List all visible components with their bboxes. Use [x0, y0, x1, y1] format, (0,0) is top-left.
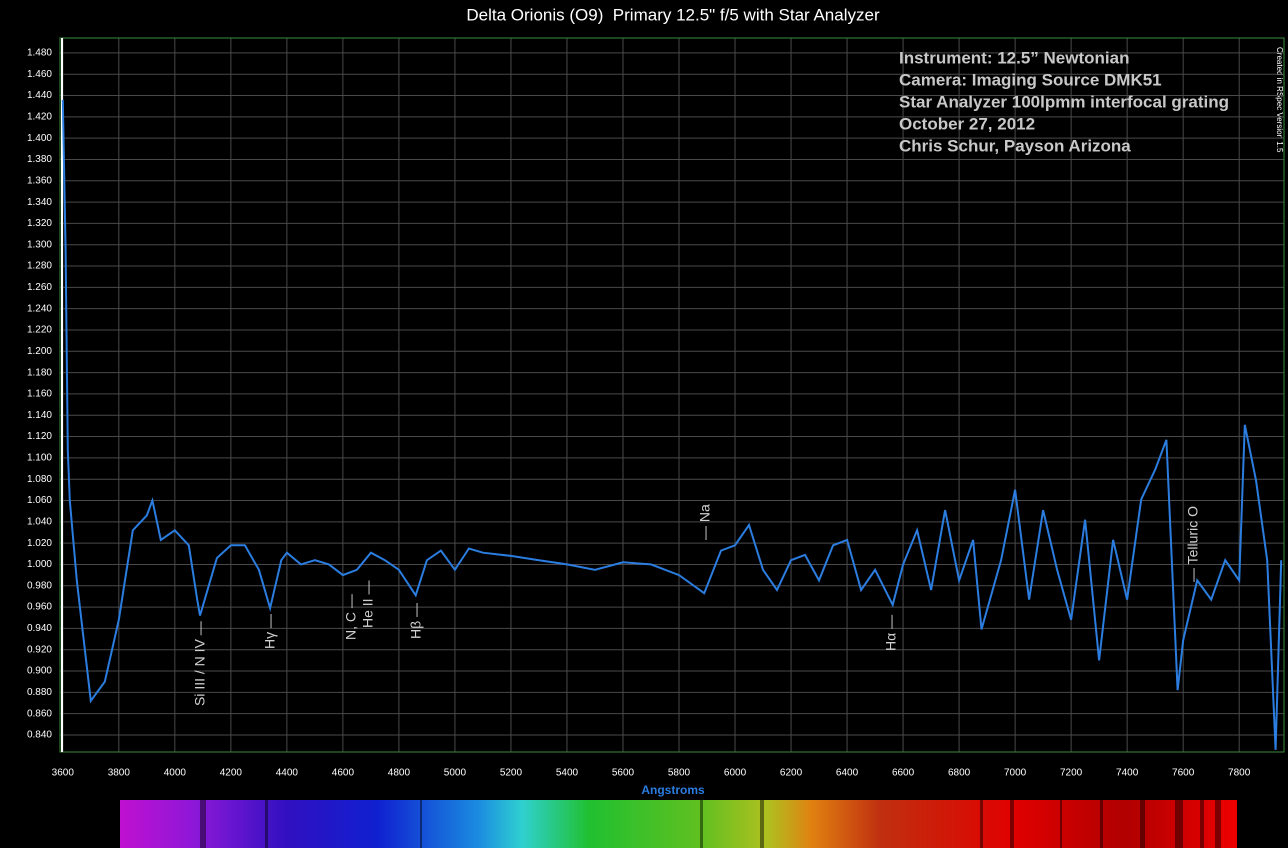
spectrum-line [1100, 800, 1103, 848]
line-label: Hβ — [408, 603, 424, 639]
info-text: Star Analyzer 100lpmm interfocal grating [899, 92, 1229, 111]
y-tick-label: 1.440 [27, 90, 52, 101]
y-tick-label: 1.140 [27, 410, 52, 421]
line-label: Hγ — [262, 614, 278, 649]
y-tick-label: 0.880 [27, 687, 52, 698]
spectrum-line [265, 800, 268, 848]
spectrum-bar [120, 800, 1237, 848]
spectrum-line [1060, 800, 1062, 848]
x-tick-label: 5600 [612, 768, 635, 779]
x-tick-label: 7200 [1060, 768, 1083, 779]
line-label: He II — [360, 581, 376, 628]
info-text: Instrument: 12.5” Newtonian [899, 48, 1129, 67]
x-tick-label: 3600 [52, 768, 75, 779]
y-tick-label: 1.400 [27, 133, 52, 144]
x-tick-label: 4800 [388, 768, 411, 779]
y-tick-label: 1.360 [27, 175, 52, 186]
x-tick-label: 7600 [1172, 768, 1195, 779]
y-tick-label: 1.380 [27, 154, 52, 165]
spectrum-line [700, 800, 703, 848]
y-tick-label: 1.260 [27, 282, 52, 293]
line-label: N, C — [343, 594, 359, 640]
spectrum-line [61, 99, 1283, 750]
spectrum-line [1140, 800, 1145, 848]
line-label: — Telluric O [1185, 506, 1201, 582]
plot-frame [59, 37, 1285, 753]
x-tick-label: 6800 [948, 768, 971, 779]
spectrum-line [1215, 800, 1221, 848]
y-tick-label: 1.200 [27, 346, 52, 357]
spectrum-line [420, 800, 422, 848]
y-tick-label: 1.160 [27, 389, 52, 400]
y-tick-label: 0.900 [27, 666, 52, 677]
info-text: October 27, 2012 [899, 114, 1035, 133]
line-label: Hα — [883, 615, 899, 651]
x-tick-label: 5200 [500, 768, 523, 779]
chart-title: Delta Orionis (O9) Primary 12.5" f/5 wit… [466, 5, 880, 24]
y-tick-label: 1.280 [27, 261, 52, 272]
line-label: Si III / N IV — [192, 621, 208, 706]
y-tick-label: 1.420 [27, 112, 52, 123]
x-axis-label: Angstroms [641, 783, 705, 797]
x-tick-label: 3800 [108, 768, 131, 779]
y-tick-label: 0.940 [27, 623, 52, 634]
spectrum-line [200, 800, 206, 848]
y-tick-label: 1.240 [27, 303, 52, 314]
y-tick-label: 1.000 [27, 559, 52, 570]
y-tick-label: 0.860 [27, 708, 52, 719]
x-tick-label: 4600 [332, 768, 355, 779]
x-tick-label: 6400 [836, 768, 859, 779]
spectrum-line [980, 800, 983, 848]
y-tick-label: 1.340 [27, 197, 52, 208]
y-tick-label: 1.460 [27, 69, 52, 80]
line-label: — Na [697, 504, 713, 540]
y-tick-label: 0.980 [27, 580, 52, 591]
y-tick-label: 0.920 [27, 644, 52, 655]
y-tick-label: 1.480 [27, 48, 52, 59]
spectrum-lines [200, 800, 1221, 848]
spectrum-line [760, 800, 764, 848]
y-tick-label: 1.300 [27, 239, 52, 250]
y-tick-label: 0.960 [27, 602, 52, 613]
y-tick-label: 1.120 [27, 431, 52, 442]
x-tick-label: 6600 [892, 768, 915, 779]
y-tick-label: 1.180 [27, 367, 52, 378]
x-tick-label: 7400 [1116, 768, 1139, 779]
info-text: Chris Schur, Payson Arizona [899, 136, 1131, 155]
y-tick-label: 1.100 [27, 453, 52, 464]
y-tick-label: 1.220 [27, 325, 52, 336]
x-tick-label: 7000 [1004, 768, 1027, 779]
x-tick-label: 6200 [780, 768, 803, 779]
y-tick-label: 1.080 [27, 474, 52, 485]
x-tick-label: 4400 [276, 768, 299, 779]
y-tick-label: 1.040 [27, 516, 52, 527]
x-tick-label: 5400 [556, 768, 579, 779]
x-tick-label: 5800 [668, 768, 691, 779]
info-text: Camera: Imaging Source DMK51 [899, 70, 1162, 89]
y-tick-label: 1.320 [27, 218, 52, 229]
y-tick-label: 0.840 [27, 730, 52, 741]
y-tick-label: 1.020 [27, 538, 52, 549]
x-tick-label: 7800 [1228, 768, 1251, 779]
spectrum-line [1010, 800, 1014, 848]
x-tick-label: 6000 [724, 768, 747, 779]
spectrum-line [1200, 800, 1204, 848]
x-tick-label: 4000 [164, 768, 187, 779]
watermark: Created in RSpec Version 1.5 [1275, 47, 1284, 153]
spectrum-line [1175, 800, 1183, 848]
x-tick-label: 5000 [444, 768, 467, 779]
x-tick-label: 4200 [220, 768, 243, 779]
y-tick-label: 1.060 [27, 495, 52, 506]
